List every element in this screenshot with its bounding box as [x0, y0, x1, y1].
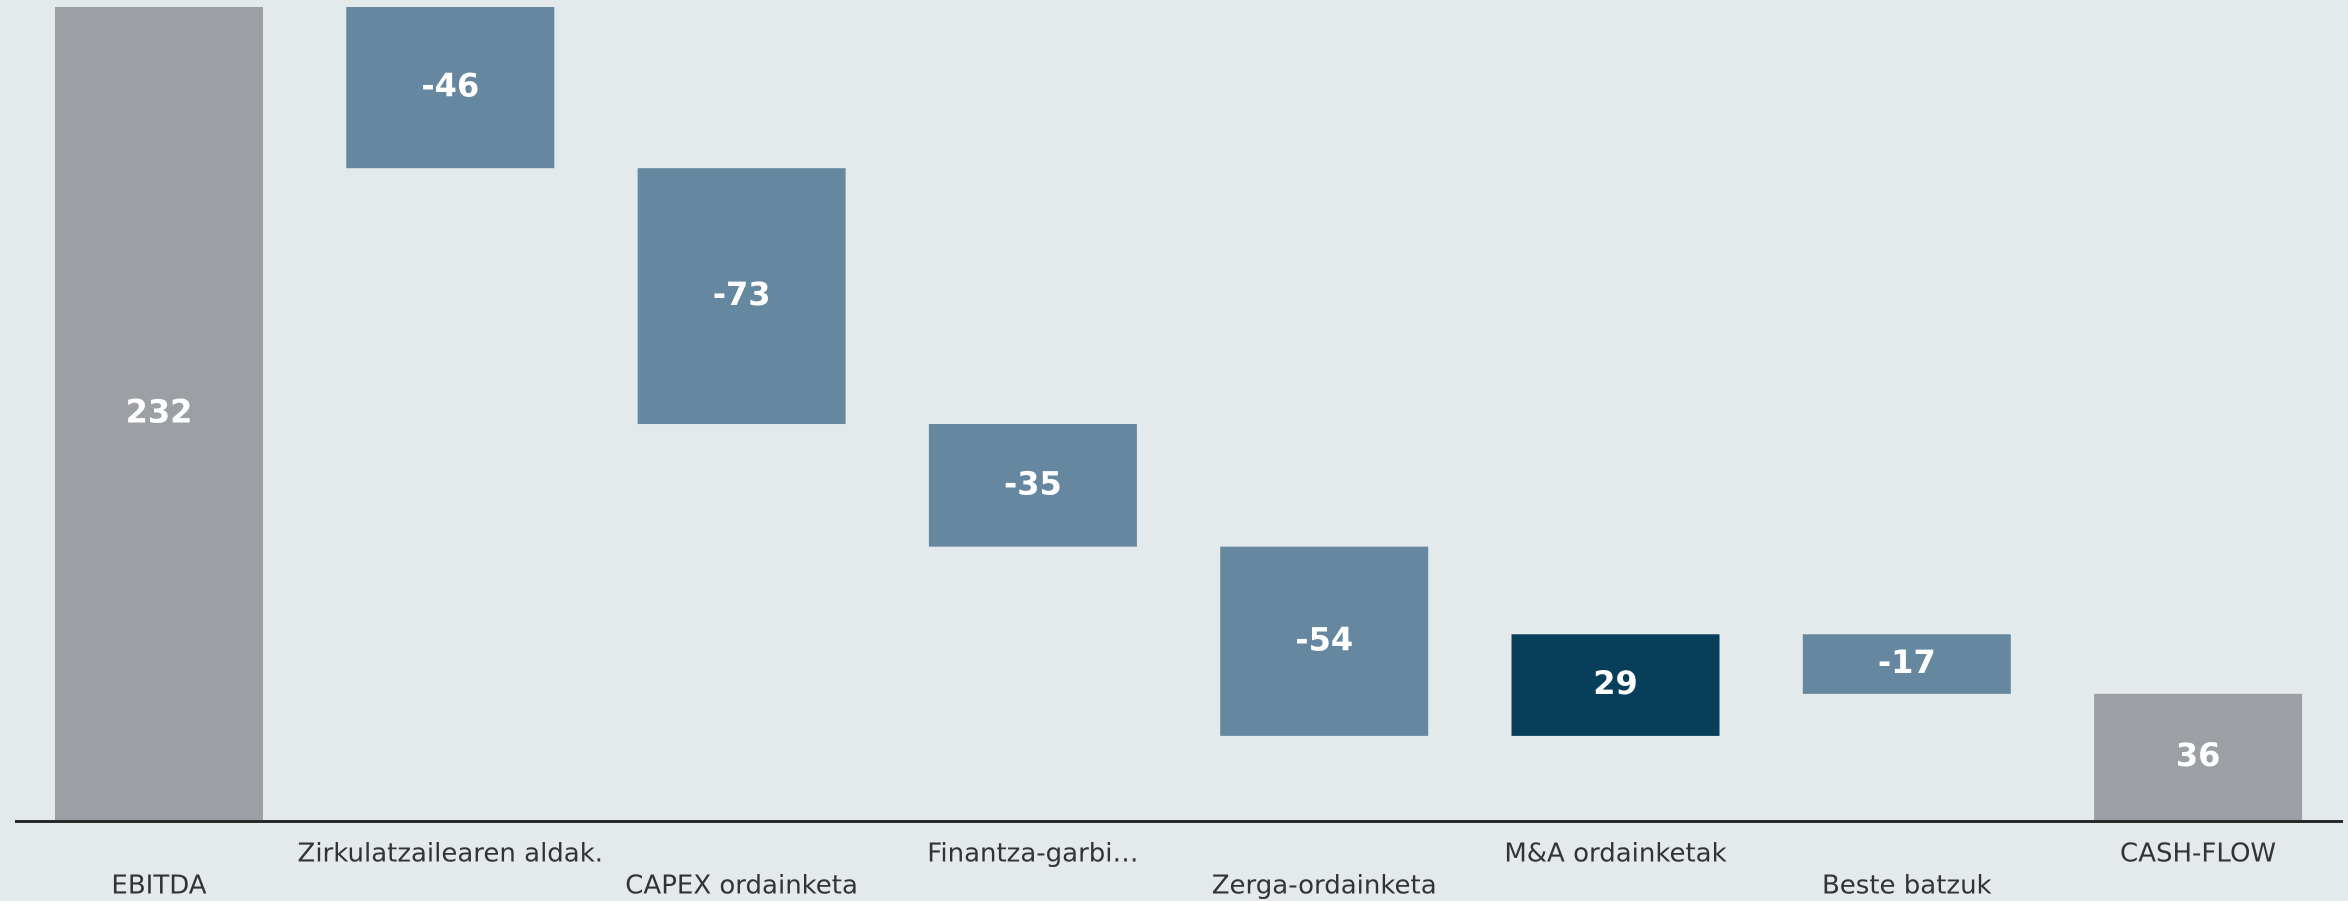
value-label: -35 — [1004, 464, 1062, 502]
value-label: -17 — [1878, 643, 1936, 681]
x-tick-label: CASH-FLOW — [2120, 839, 2276, 869]
bar — [637, 168, 846, 425]
x-tick-label: Zirkulatzailearen aldak. — [298, 839, 604, 869]
value-label: -73 — [713, 275, 771, 313]
value-label: -46 — [421, 67, 479, 105]
x-tick-label: EBITDA — [111, 871, 206, 901]
bar — [1220, 546, 1429, 736]
x-tick-label: Beste batzuk — [1822, 871, 1992, 901]
bar — [346, 7, 555, 169]
value-label: 29 — [1593, 664, 1638, 702]
x-tick-label: CAPEX ordainketa — [625, 871, 858, 901]
value-label: -54 — [1295, 620, 1353, 658]
value-label: 232 — [126, 393, 193, 431]
bar — [1511, 634, 1720, 736]
bar — [2094, 693, 2303, 820]
x-tick-label: M&A ordainketak — [1504, 839, 1726, 869]
x-tick-label: Finantza-garbi… — [927, 839, 1138, 869]
bar — [928, 424, 1137, 547]
value-label: 36 — [2176, 736, 2221, 774]
bar — [55, 7, 263, 820]
bar — [1802, 634, 2011, 694]
x-tick-label: Zerga-ordainketa — [1212, 871, 1437, 901]
